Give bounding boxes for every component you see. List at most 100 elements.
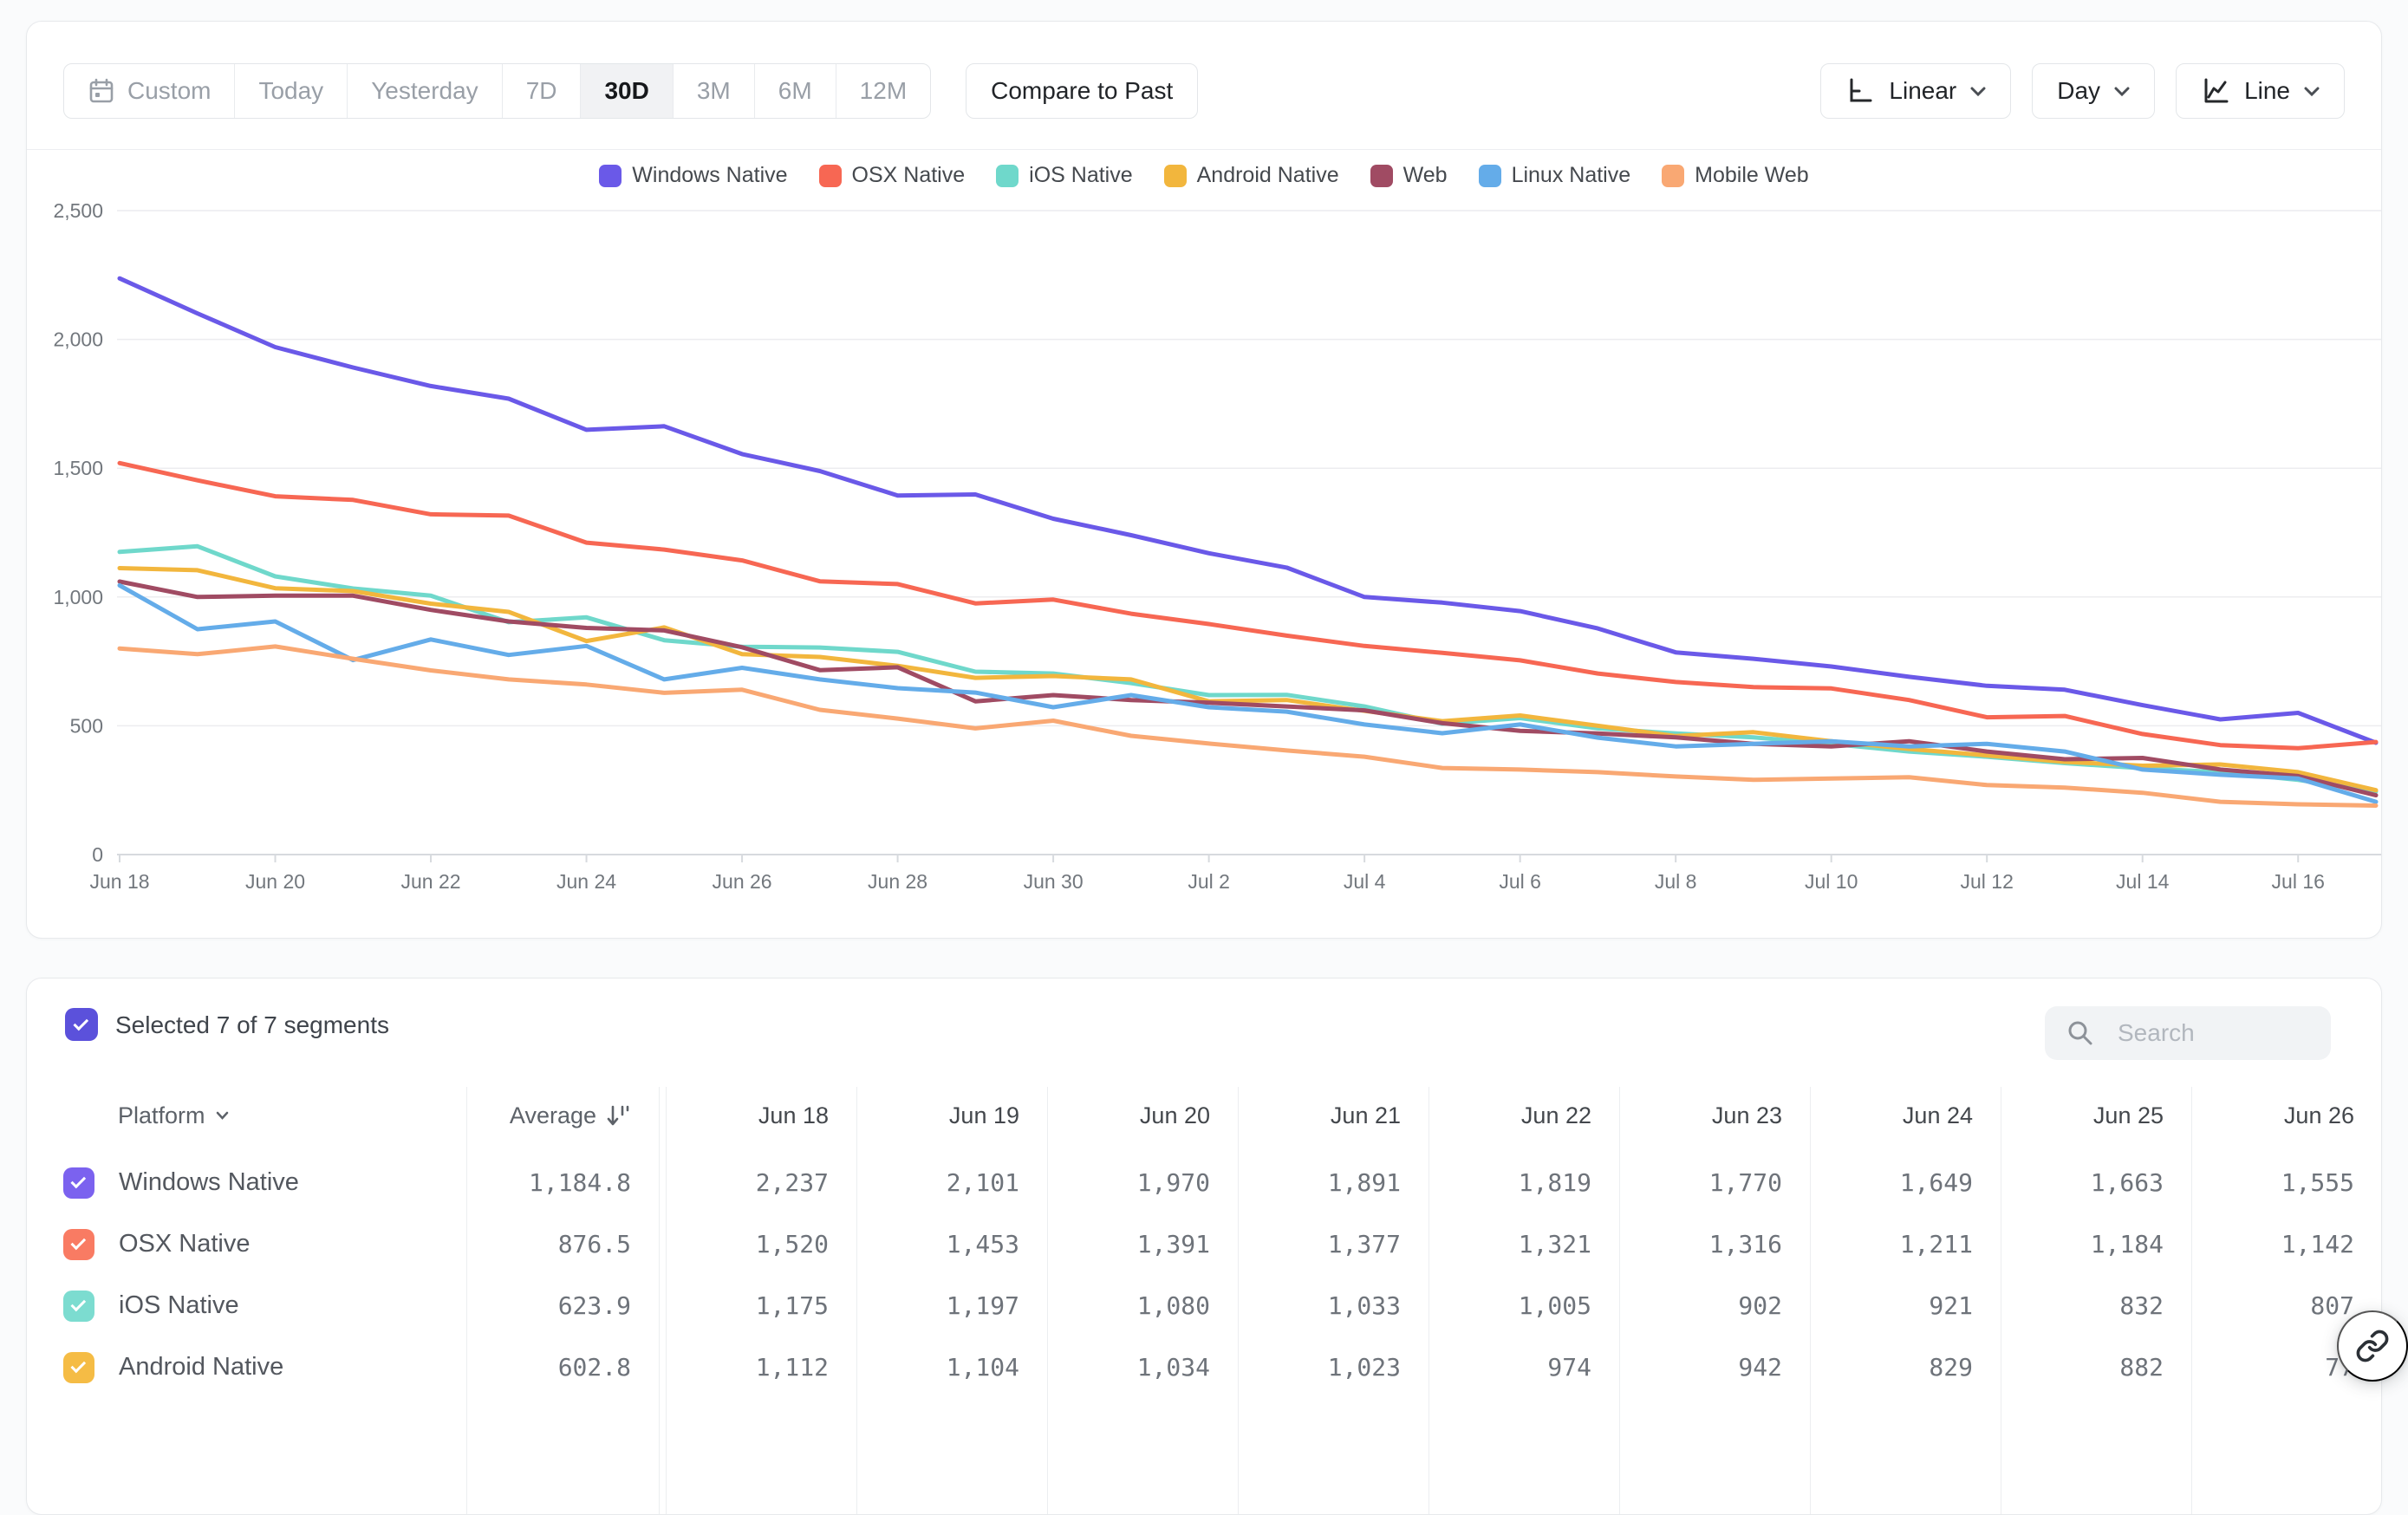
date-column-header[interactable]: Jun 20	[1139, 1102, 1210, 1128]
date-column-header[interactable]: Jun 25	[2092, 1102, 2164, 1128]
x-axis-tick-label: Jun 24	[556, 870, 616, 893]
chevron-down-icon	[216, 1111, 229, 1120]
x-axis-tick-label: Jul 2	[1188, 870, 1230, 893]
x-axis-tick-label: Jun 30	[1024, 870, 1084, 893]
range-segment-label: Yesterday	[371, 77, 478, 104]
average-header-label: Average	[509, 1102, 596, 1128]
legend-item[interactable]: Android Native	[1163, 163, 1339, 188]
legend-item[interactable]: iOS Native	[996, 163, 1133, 188]
chart-line-android-native[interactable]	[117, 566, 2379, 793]
x-axis-tick-label: Jun 22	[401, 870, 461, 893]
average-column-header[interactable]: Average	[466, 1102, 659, 1129]
row-checkbox[interactable]	[63, 1290, 94, 1322]
sort-descending-icon	[605, 1102, 631, 1128]
legend-swatch	[1163, 164, 1187, 187]
x-axis-tick-label: Jul 8	[1655, 870, 1697, 893]
y-axis-tick-label: 1,000	[53, 586, 103, 608]
legend-item[interactable]: Web	[1370, 163, 1448, 188]
cell-value: 829	[1929, 1353, 1973, 1382]
select-all-checkbox[interactable]	[65, 1008, 98, 1041]
chart-type-dropdown[interactable]: Line	[2176, 63, 2345, 119]
segments-selected-label: Selected 7 of 7 segments	[115, 1011, 389, 1038]
column-divider	[856, 1087, 857, 1514]
cell-value: 1,770	[1708, 1168, 1782, 1197]
share-link-button[interactable]	[2337, 1310, 2408, 1382]
date-column-header[interactable]: Jun 24	[1902, 1102, 1973, 1128]
legend-item[interactable]: Linux Native	[1478, 163, 1630, 188]
legend-item[interactable]: Mobile Web	[1662, 163, 1809, 188]
compare-to-past-button[interactable]: Compare to Past	[966, 63, 1199, 119]
chart-line-web[interactable]	[117, 579, 2379, 798]
range-segment-yesterday[interactable]: Yesterday	[348, 64, 503, 118]
segments-header: Selected 7 of 7 segments	[27, 979, 2381, 1074]
legend-swatch	[818, 164, 842, 187]
platform-column-header[interactable]: Platform	[27, 1102, 466, 1129]
date-column-header[interactable]: Jun 18	[758, 1102, 829, 1128]
range-segment-today[interactable]: Today	[235, 64, 348, 118]
date-column-header[interactable]: Jun 26	[2283, 1102, 2354, 1128]
range-segment-label: 6M	[778, 77, 812, 104]
table-body: Windows Native 1,184.8 2,237 2,101 1,970 1,89…	[27, 1152, 2381, 1398]
chart-display-controls: Linear Day Line	[1820, 63, 2345, 119]
range-segment-custom[interactable]: Custom	[64, 64, 236, 118]
range-segment-30d[interactable]: 30D	[581, 64, 674, 118]
legend-label: Web	[1402, 163, 1448, 187]
cell-value: 2,101	[946, 1168, 1019, 1197]
search-input[interactable]	[2118, 1019, 2291, 1047]
cell-value: 1,377	[1327, 1230, 1401, 1258]
column-divider	[466, 1087, 467, 1514]
search-icon	[2066, 1018, 2095, 1048]
cell-value: 1,023	[1327, 1353, 1401, 1382]
platform-label: Windows Native	[119, 1168, 299, 1196]
legend-item[interactable]: OSX Native	[818, 163, 965, 188]
cell-value: 1,316	[1708, 1230, 1782, 1258]
date-range-segmented-control: Custom Today Yesterday 7D 30D 3M 6M 12M	[63, 63, 932, 119]
cell-value: 1,197	[946, 1291, 1019, 1320]
range-segment-6m[interactable]: 6M	[755, 64, 836, 118]
date-column-header[interactable]: Jun 22	[1520, 1102, 1591, 1128]
interval-dropdown[interactable]: Day	[2032, 63, 2156, 119]
range-segment-3m[interactable]: 3M	[674, 64, 755, 118]
line-chart[interactable]: 0 500 1,000 1,500 2,000 2,500 Jun 18 Jun 20 Jun …	[27, 22, 2382, 939]
range-segment-label: Today	[258, 77, 324, 104]
legend-label: iOS Native	[1029, 163, 1133, 187]
chart-line-linux-native[interactable]	[117, 582, 2379, 804]
range-segment-label: 7D	[525, 77, 557, 104]
x-axis-tick-label: Jul 16	[2272, 870, 2325, 893]
column-divider	[1238, 1087, 1239, 1514]
y-axis-tick-label: 1,500	[53, 457, 103, 479]
column-divider	[1810, 1087, 1811, 1514]
row-checkbox[interactable]	[63, 1351, 94, 1383]
platform-header-label: Platform	[118, 1102, 205, 1128]
column-divider	[2191, 1087, 2192, 1514]
chart-line-osx-native[interactable]	[117, 460, 2379, 751]
chevron-down-icon	[2114, 87, 2130, 96]
y-axis-tick-label: 2,000	[53, 328, 103, 351]
date-column-header[interactable]: Jun 19	[948, 1102, 1019, 1128]
search-box[interactable]	[2045, 1006, 2331, 1060]
date-column-header[interactable]: Jun 23	[1711, 1102, 1782, 1128]
chart-line-windows-native[interactable]	[117, 276, 2379, 745]
cell-value: 942	[1738, 1353, 1782, 1382]
row-checkbox[interactable]	[63, 1228, 94, 1260]
range-segment-12m[interactable]: 12M	[836, 64, 930, 118]
legend-swatch	[1370, 164, 1393, 187]
legend-label: Mobile Web	[1695, 163, 1809, 187]
legend-swatch	[1478, 164, 1501, 187]
average-value: 602.8	[557, 1353, 631, 1382]
check-icon	[70, 1357, 87, 1374]
column-divider	[666, 1087, 667, 1514]
platform-label: Android Native	[119, 1353, 284, 1381]
row-checkbox[interactable]	[63, 1167, 94, 1199]
legend-item[interactable]: Windows Native	[599, 163, 788, 188]
cell-value: 1,819	[1518, 1168, 1591, 1197]
line-chart-icon	[2201, 76, 2230, 106]
chart-line-mobile-web[interactable]	[117, 644, 2379, 808]
toolbar-divider	[27, 149, 2381, 150]
range-segment-label: 3M	[696, 77, 731, 104]
cell-value: 832	[2119, 1291, 2164, 1320]
range-segment-7d[interactable]: 7D	[503, 64, 582, 118]
date-column-header[interactable]: Jun 21	[1330, 1102, 1401, 1128]
scale-dropdown[interactable]: Linear	[1820, 63, 2012, 119]
cell-value: 1,520	[755, 1230, 829, 1258]
